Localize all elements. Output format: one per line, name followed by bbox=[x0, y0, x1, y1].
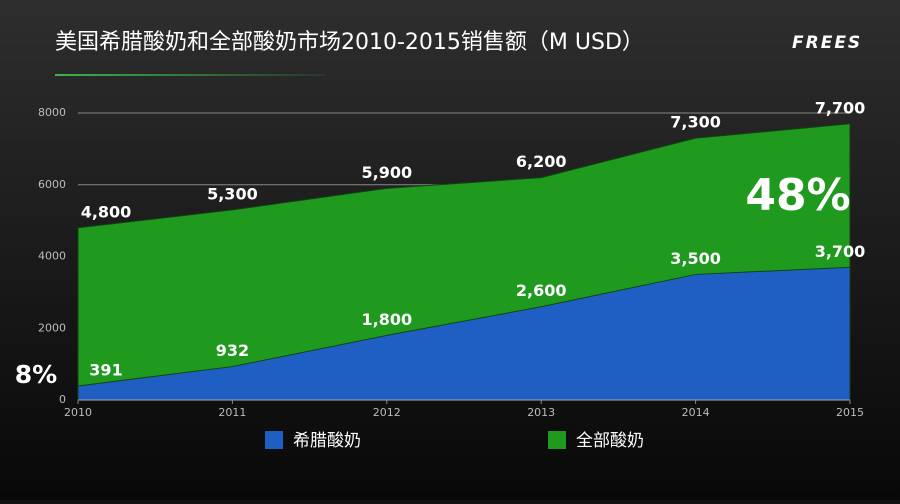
value-label: 3,700 bbox=[815, 242, 866, 261]
y-tick-label: 0 bbox=[59, 393, 66, 406]
y-tick-label: 8000 bbox=[38, 106, 66, 119]
value-label: 7,700 bbox=[815, 98, 866, 117]
y-tick-label: 4000 bbox=[38, 250, 66, 263]
value-label: 6,200 bbox=[516, 152, 567, 171]
value-label: 2,600 bbox=[516, 281, 567, 300]
legend-label: 全部酸奶 bbox=[576, 431, 644, 451]
x-tick-label: 2014 bbox=[682, 406, 710, 419]
value-label: 5,900 bbox=[361, 163, 412, 182]
x-tick-label: 2010 bbox=[64, 406, 92, 419]
annotation: 48% bbox=[745, 170, 850, 221]
legend-item: 希腊酸奶 bbox=[265, 431, 361, 451]
chart-title: 美国希腊酸奶和全部酸奶市场2010-2015销售额（M USD） bbox=[55, 30, 644, 55]
value-label: 5,300 bbox=[207, 184, 258, 203]
legend-swatch bbox=[265, 431, 283, 449]
legend-item: 全部酸奶 bbox=[548, 431, 644, 451]
x-tick-label: 2015 bbox=[836, 406, 864, 419]
value-label: 7,300 bbox=[670, 113, 721, 132]
value-label: 4,800 bbox=[81, 202, 132, 221]
plot: 0 2000 4000 6000 8000 2010 2011 2012 2013 2014 201… bbox=[15, 98, 866, 451]
value-label: 1,800 bbox=[361, 310, 412, 329]
value-label: 3,500 bbox=[670, 249, 721, 268]
x-tick-label: 2012 bbox=[373, 406, 401, 419]
x-tick-label: 2013 bbox=[527, 406, 555, 419]
legend-swatch bbox=[548, 431, 566, 449]
title-underline bbox=[55, 74, 325, 76]
y-tick-label: 2000 bbox=[38, 321, 66, 334]
x-tick-label: 2011 bbox=[218, 406, 246, 419]
brand: FREES bbox=[792, 33, 862, 53]
value-label: 391 bbox=[89, 360, 122, 379]
value-label: 932 bbox=[216, 341, 249, 360]
legend-label: 希腊酸奶 bbox=[293, 431, 361, 451]
annotation: 8% bbox=[15, 360, 57, 389]
y-tick-label: 6000 bbox=[38, 178, 66, 191]
